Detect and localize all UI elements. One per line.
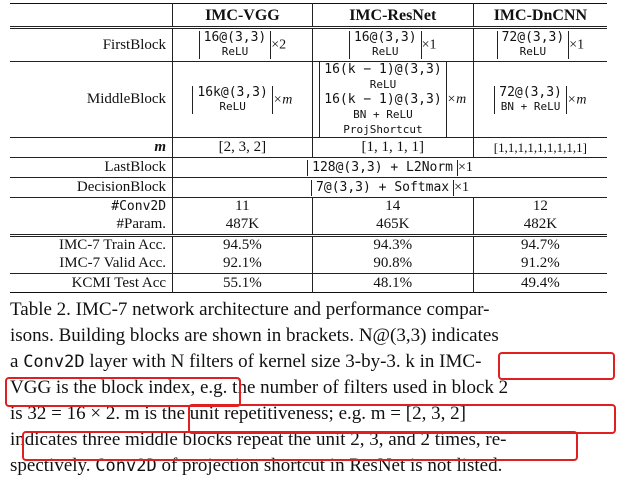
resnet-valid: 90.8% <box>312 254 474 274</box>
table-row-valid: IMC-7 Valid Acc. 92.1% 90.8% 91.2% <box>10 254 607 274</box>
header-imc-dncnn: IMC-DnCNN <box>493 6 588 24</box>
resnet-param: 465K <box>312 215 474 236</box>
row-label: MiddleBlock <box>10 61 174 138</box>
highlight-box-m-line5 <box>188 404 616 434</box>
table-row-m: m [2, 3, 2] [1, 1, 1, 1] [1,1,1,1,1,1,1,… <box>10 137 607 158</box>
dncnn-train: 94.7% <box>520 237 560 254</box>
caption-line-3: a Conv2D layer with N filters of kernel … <box>10 351 482 372</box>
table-row-test: KCMI Test Acc 55.1% 48.1% 49.4% <box>10 273 607 293</box>
lastblock-value: 128@(3,3) + L2Norm ×1 <box>173 158 607 178</box>
table-row-train: IMC-7 Train Acc. 94.5% 94.3% 94.7% <box>10 235 607 255</box>
vgg-m: [2, 3, 2] <box>172 137 313 158</box>
vgg-param: 487K <box>172 215 313 236</box>
header-imc-resnet: IMC-ResNet <box>312 3 474 28</box>
caption-line-2: isons. Building blocks are shown in brac… <box>10 325 499 346</box>
table-row-conv2d: #Conv2D 11 14 12 <box>10 197 607 216</box>
vgg-test: 55.1% <box>172 273 313 293</box>
row-label: KCMI Test Acc <box>10 273 174 293</box>
table-row-lastblock: LastBlock 128@(3,3) + L2Norm ×1 <box>10 157 607 178</box>
row-label: IMC-7 Valid Acc. <box>10 254 174 274</box>
vgg-train: 94.5% <box>172 235 313 255</box>
row-label: DecisionBlock <box>10 177 174 198</box>
dncnn-conv2d: 12 <box>532 198 548 215</box>
vgg-valid: 92.1% <box>172 254 313 274</box>
highlight-box-m-line6 <box>22 431 578 461</box>
dncnn-test: 49.4% <box>520 274 560 291</box>
resnet-m: [1, 1, 1, 1] <box>312 137 474 158</box>
decisionblock-value: 7@(3,3) + Softmax ×1 <box>173 178 607 198</box>
dncnn-param: 482K <box>523 216 558 233</box>
dncnn-m: [1,1,1,1,1,1,1,1,1] <box>493 140 587 155</box>
caption-line-5: is 32 = 16 × 2. m is the unit repetitive… <box>10 403 466 424</box>
vgg-firstblock: 16@(3,3) ReLU ×2 <box>172 26 313 62</box>
caption-line-4: VGG is the block index, e.g. the number … <box>10 377 509 398</box>
row-label: LastBlock <box>10 157 174 178</box>
header-imc-vgg: IMC-VGG <box>172 3 313 28</box>
table-row-param: #Param. 487K 465K 482K <box>10 215 607 236</box>
highlight-box-k-line4 <box>5 377 241 407</box>
row-label: m <box>10 137 174 158</box>
resnet-middleblock: 16(k − 1)@(3,3) ReLU 16(k − 1)@(3,3) BN + R… <box>312 61 474 138</box>
table-row-firstblock: FirstBlock 16@(3,3) ReLU ×2 16@(3,3) ReLU ×1… <box>10 26 607 62</box>
vgg-conv2d: 11 <box>172 197 313 216</box>
caption-line-6: indicates three middle blocks repeat the… <box>10 429 507 450</box>
vgg-middleblock: 16k@(3,3) ReLU ×m <box>172 61 313 138</box>
resnet-test: 48.1% <box>312 273 474 293</box>
dncnn-valid: 91.2% <box>520 255 560 272</box>
resnet-train: 94.3% <box>312 235 474 255</box>
table-row-middleblock: MiddleBlock 16k@(3,3) ReLU ×m 16(k − 1)@(3… <box>10 61 607 138</box>
caption-line-1: Table 2. IMC-7 network architecture and … <box>10 299 490 320</box>
row-label: FirstBlock <box>10 26 174 62</box>
row-label: #Param. <box>10 215 174 236</box>
row-label: IMC-7 Train Acc. <box>10 235 174 255</box>
highlight-box-k-line3 <box>498 352 615 380</box>
resnet-conv2d: 14 <box>312 197 474 216</box>
row-label: #Conv2D <box>10 197 174 216</box>
dncnn-middleblock: 72@(3,3) BN + ReLU ×m <box>473 62 607 138</box>
table-row-decisionblock: DecisionBlock 7@(3,3) + Softmax ×1 <box>10 177 607 198</box>
header-empty <box>10 3 174 28</box>
dncnn-firstblock: 72@(3,3) ReLU ×1 <box>473 26 607 62</box>
architecture-table: IMC-VGG IMC-ResNet IMC-DnCNN FirstBlock … <box>10 3 607 293</box>
resnet-firstblock: 16@(3,3) ReLU ×1 <box>312 26 474 62</box>
table-header-row: IMC-VGG IMC-ResNet IMC-DnCNN <box>10 3 607 28</box>
